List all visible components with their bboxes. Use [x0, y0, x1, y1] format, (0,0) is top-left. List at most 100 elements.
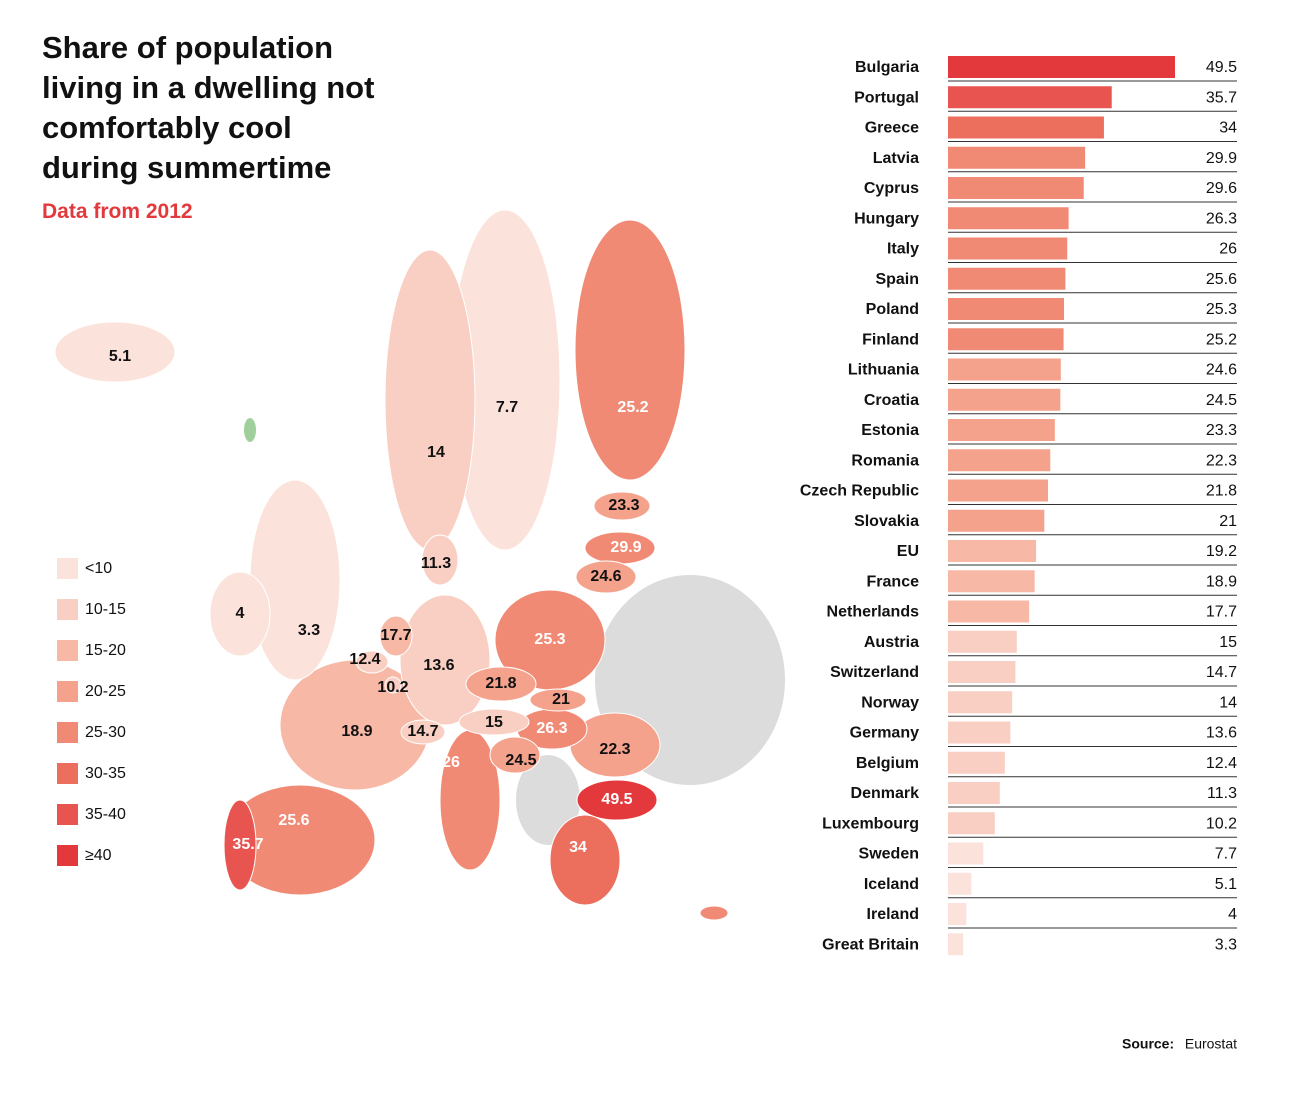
- map-value-label: 22.3: [599, 741, 630, 758]
- bar: [948, 86, 1112, 109]
- bar: [948, 751, 1005, 774]
- bar-category-label: Switzerland: [830, 664, 919, 681]
- bar-value-label: 34: [1219, 120, 1237, 137]
- bar-value-label: 24.6: [1206, 362, 1237, 379]
- legend-swatch: [57, 681, 78, 702]
- bar-value-label: 4: [1228, 906, 1237, 923]
- bar-category-label: Great Britain: [822, 936, 919, 953]
- map-region: [209, 571, 271, 657]
- bar-category-label: Lithuania: [848, 362, 919, 379]
- bar: [948, 661, 1016, 683]
- map-value-label: 24.6: [590, 568, 621, 585]
- bar-category-label: Denmark: [851, 785, 920, 802]
- map-value-label: 26: [442, 754, 460, 771]
- bar-value-label: 5.1: [1215, 876, 1237, 893]
- bar: [948, 721, 1011, 744]
- chart-title: Share of population living in a dwelling…: [42, 30, 375, 185]
- bar-category-label: Finland: [862, 331, 919, 348]
- bar: [948, 267, 1066, 290]
- chart-subtitle: Data from 2012: [42, 200, 193, 223]
- map-value-label: 25.6: [278, 812, 309, 829]
- bar-value-label: 12.4: [1206, 755, 1237, 772]
- bar: [948, 570, 1035, 593]
- bar: [948, 449, 1051, 472]
- bar-value-label: 14: [1219, 694, 1237, 711]
- map-value-label: 17.7: [380, 627, 411, 644]
- legend-swatch: [57, 763, 78, 784]
- bar: [948, 782, 1000, 804]
- legend-label: ≥40: [85, 847, 112, 864]
- bar: [948, 146, 1086, 169]
- map-region: [421, 534, 459, 586]
- map-value-label: 25.3: [534, 631, 565, 648]
- bar-value-label: 17.7: [1206, 604, 1237, 621]
- bar-value-label: 7.7: [1215, 846, 1237, 863]
- bar-value-label: 10.2: [1206, 815, 1237, 832]
- legend-swatch: [57, 640, 78, 661]
- bar-value-label: 29.6: [1206, 180, 1237, 197]
- bar: [948, 509, 1045, 532]
- bar-value-label: 19.2: [1206, 543, 1237, 560]
- bar-category-label: Bulgaria: [855, 59, 919, 76]
- bar-category-label: Hungary: [854, 210, 919, 227]
- legend-label: 10-15: [85, 601, 126, 618]
- bar: [948, 630, 1017, 653]
- legend-label: 15-20: [85, 642, 126, 659]
- bar-category-label: Belgium: [856, 755, 919, 772]
- bar: [948, 56, 1175, 78]
- bar-value-label: 13.6: [1206, 725, 1237, 742]
- source-label: Source:: [1122, 1036, 1174, 1052]
- map-region: [400, 719, 446, 745]
- bar-category-label: Cyprus: [864, 180, 919, 197]
- bar-value-label: 24.5: [1206, 392, 1237, 409]
- legend-label: 30-35: [85, 765, 126, 782]
- bar-category-label: Czech Republic: [800, 483, 919, 500]
- map-value-label: 11.3: [421, 555, 451, 572]
- bar-value-label: 21.8: [1206, 483, 1237, 500]
- bar-category-label: Austria: [864, 634, 919, 651]
- bar: [948, 298, 1065, 320]
- bar-value-label: 21: [1219, 513, 1237, 530]
- map-region: [593, 491, 651, 521]
- map-value-label: 26.3: [536, 720, 567, 737]
- bar-category-label: Slovakia: [854, 513, 919, 530]
- legend-swatch: [57, 722, 78, 743]
- bar: [948, 872, 972, 895]
- map-region: [384, 249, 476, 551]
- map-value-label: 35.7: [232, 836, 263, 853]
- bar: [948, 540, 1037, 562]
- map-value-label: 5.1: [109, 348, 131, 365]
- map-value-label: 15: [485, 714, 503, 731]
- map-region: [54, 321, 176, 383]
- bar: [948, 388, 1061, 411]
- bar-category-label: Spain: [875, 271, 919, 288]
- bar-value-label: 49.5: [1206, 59, 1237, 76]
- bar-value-label: 25.6: [1206, 271, 1237, 288]
- map-value-label: 21.8: [485, 675, 516, 692]
- source: Eurostat: [1185, 1036, 1237, 1052]
- map-region: [549, 814, 621, 906]
- bar: [948, 328, 1064, 351]
- bar: [948, 207, 1069, 230]
- map-value-label: 7.7: [496, 399, 518, 416]
- bar: [948, 479, 1048, 502]
- bar-category-label: Latvia: [873, 150, 919, 167]
- legend-swatch: [57, 804, 78, 825]
- legend-label: 25-30: [85, 724, 126, 741]
- bar-category-label: France: [867, 573, 920, 590]
- map-region: [575, 560, 637, 594]
- legend-swatch: [57, 558, 78, 579]
- bar: [948, 903, 967, 925]
- bar-value-label: 29.9: [1206, 150, 1237, 167]
- map-region: [399, 594, 491, 726]
- map-region: [576, 779, 658, 821]
- map-value-label: 25.2: [617, 399, 648, 416]
- bar-category-label: Norway: [861, 694, 919, 711]
- map-region: [223, 799, 257, 891]
- map-value-label: 13.6: [423, 657, 454, 674]
- bar: [948, 419, 1055, 441]
- map-value-label: 24.5: [505, 752, 536, 769]
- bar-value-label: 22.3: [1206, 452, 1237, 469]
- bar-category-label: Portugal: [854, 89, 919, 106]
